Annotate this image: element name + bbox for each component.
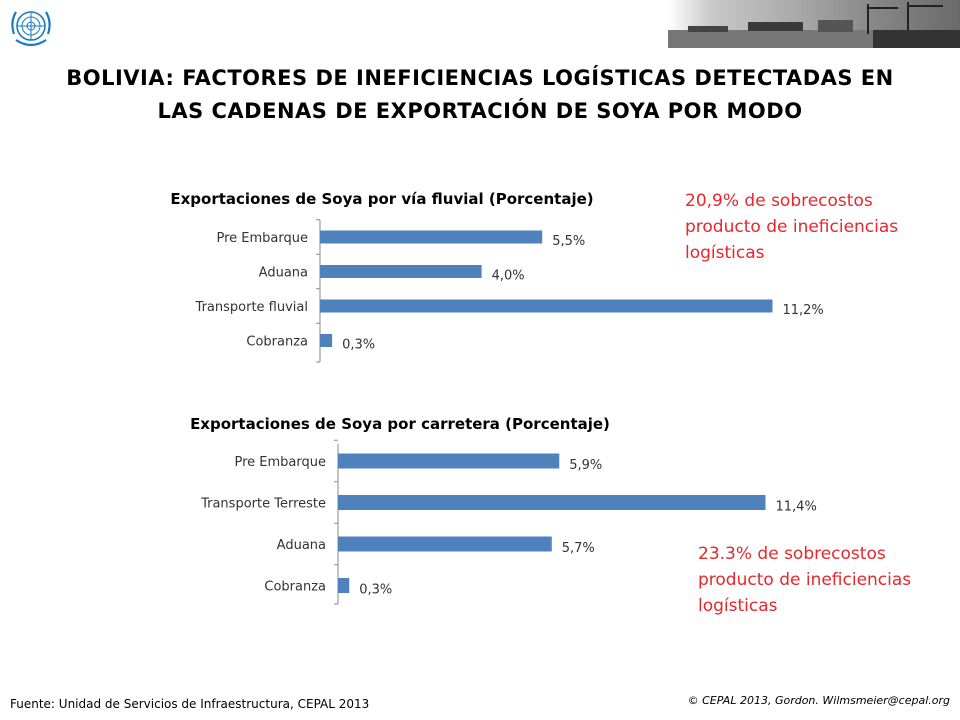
- data-label: 0,3%: [342, 338, 375, 353]
- bar: [338, 453, 560, 469]
- data-label: 5,7%: [562, 541, 595, 556]
- chart-1: Exportaciones de Soya por vía fluvial (P…: [170, 190, 824, 363]
- data-label: 5,5%: [552, 234, 585, 249]
- copyright-note: © CEPAL 2013, Gordon. Wilmsmeier@cepal.o…: [687, 694, 950, 707]
- data-label: 5,9%: [569, 458, 602, 473]
- un-logo-icon: [11, 11, 51, 47]
- chart-title: Exportaciones de Soya por carretera (Por…: [190, 415, 610, 433]
- category-label: Aduana: [277, 538, 326, 553]
- title-line-1: BOLIVIA: FACTORES DE INEFICIENCIAS LOGÍS…: [66, 66, 894, 90]
- bar: [320, 299, 773, 313]
- category-label: Cobranza: [264, 580, 326, 595]
- category-label: Cobranza: [246, 335, 308, 350]
- note-fluvial: 20,9% de sobrecostos producto de inefici…: [685, 191, 899, 263]
- chart-title: Exportaciones de Soya por vía fluvial (P…: [170, 190, 593, 208]
- category-label: Transporte fluvial: [195, 300, 308, 315]
- bar: [320, 265, 482, 278]
- data-label: 0,3%: [359, 583, 392, 598]
- category-label: Pre Embarque: [216, 231, 308, 246]
- category-label: Aduana: [259, 266, 308, 281]
- category-label: Transporte Terreste: [200, 497, 326, 512]
- title-line-2: LAS CADENAS DE EXPORTACIÓN DE SOYA POR M…: [157, 99, 803, 123]
- bar: [338, 578, 350, 593]
- source-note: Fuente: Unidad de Servicios de Infraestr…: [10, 697, 370, 711]
- bar: [320, 230, 543, 244]
- data-label: 11,2%: [782, 303, 823, 318]
- port-banner-image: [668, 0, 960, 48]
- bar: [338, 495, 766, 510]
- page-title: BOLIVIA: FACTORES DE INEFICIENCIAS LOGÍS…: [30, 62, 930, 128]
- chart-2: Exportaciones de Soya por carretera (Por…: [190, 415, 817, 605]
- note-carretera: 23.3% de sobrecostos producto de inefici…: [698, 544, 912, 616]
- bar: [338, 536, 552, 552]
- bar: [320, 334, 333, 347]
- category-label: Pre Embarque: [234, 455, 326, 470]
- data-label: 4,0%: [492, 269, 525, 284]
- data-label: 11,4%: [776, 500, 817, 515]
